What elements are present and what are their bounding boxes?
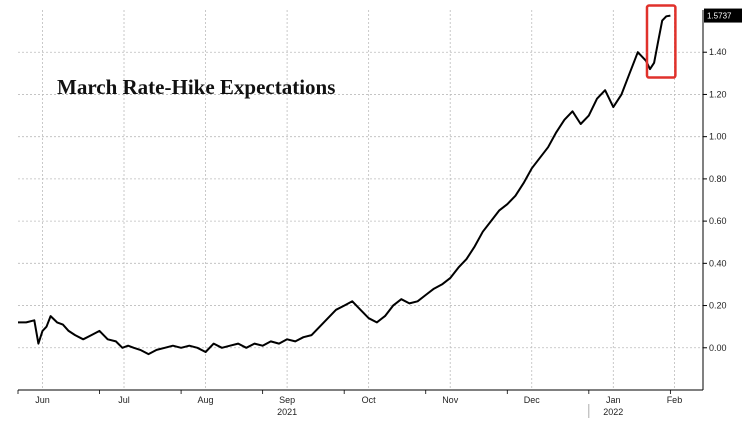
x-tick-label: Jun <box>35 395 50 405</box>
grid <box>18 10 703 390</box>
x-year-label: 2022 <box>603 407 623 417</box>
last-value-badge <box>704 8 742 23</box>
x-tick-label: Aug <box>198 395 214 405</box>
y-axis: 0.00 0.20 0.40 0.60 0.80 1.00 1.20 1.40 <box>702 10 727 390</box>
last-value-label: 1.5737 <box>707 12 732 21</box>
series-line <box>18 14 671 356</box>
y-tick-label: 0.80 <box>709 174 727 184</box>
x-year-label: 2021 <box>277 407 297 417</box>
y-tick-label: 0.60 <box>709 216 727 226</box>
y-tick-label: 0.20 <box>709 301 727 311</box>
y-tick-label: 0.40 <box>709 258 727 268</box>
x-tick-label: Sep <box>279 395 295 405</box>
chart-title: March Rate-Hike Expectations <box>57 75 335 99</box>
x-tick-label: Oct <box>362 395 377 405</box>
plot-area: 1.5737 <box>18 4 742 356</box>
y-tick-label: 0.00 <box>709 343 727 353</box>
x-tick-label: Feb <box>667 395 683 405</box>
highlight-box <box>645 4 677 79</box>
y-tick-label: 1.40 <box>709 47 727 57</box>
y-tick-label: 1.00 <box>709 132 727 142</box>
x-tick-label: Jan <box>606 395 621 405</box>
x-tick-label: Dec <box>524 395 541 405</box>
x-tick-label: Nov <box>442 395 459 405</box>
y-tick-label: 1.20 <box>709 89 727 99</box>
x-axis: Jun Jul Aug Sep Oct Nov Dec Jan Feb 2021 2022 <box>17 389 703 418</box>
x-tick-label: Jul <box>118 395 130 405</box>
